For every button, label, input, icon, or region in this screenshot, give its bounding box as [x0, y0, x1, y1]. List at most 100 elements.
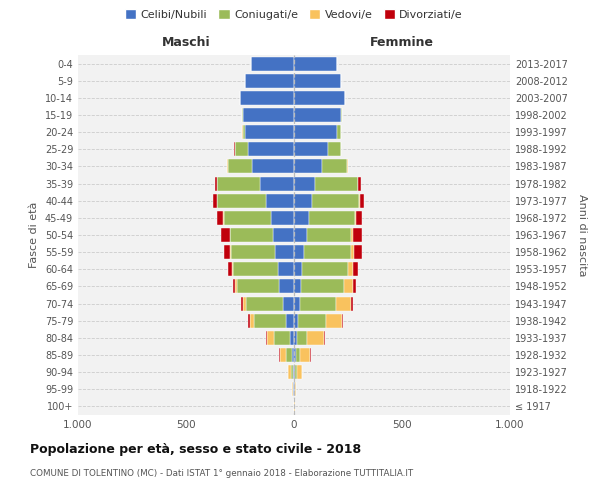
Bar [233, 280, 235, 293]
Bar [245, 125, 294, 139]
Bar [233, 262, 278, 276]
Text: Maschi: Maschi [161, 36, 211, 49]
Bar [251, 56, 294, 70]
Bar [248, 142, 294, 156]
Bar [252, 160, 294, 173]
Bar [274, 331, 290, 345]
Bar [294, 56, 337, 70]
Bar [286, 314, 294, 328]
Bar [294, 125, 337, 139]
Bar [301, 280, 344, 293]
Bar [308, 211, 355, 225]
Bar [242, 125, 245, 139]
Legend: Celibi/Nubili, Coniugati/e, Vedovi/e, Divorziati/e: Celibi/Nubili, Coniugati/e, Vedovi/e, Di… [121, 4, 467, 24]
Bar [294, 142, 328, 156]
Bar [235, 280, 237, 293]
Bar [355, 211, 356, 225]
Bar [250, 314, 254, 328]
Bar [307, 331, 324, 345]
Bar [294, 365, 295, 379]
Bar [247, 296, 283, 310]
Bar [302, 262, 348, 276]
Bar [298, 314, 326, 328]
Bar [293, 382, 294, 396]
Bar [294, 296, 300, 310]
Bar [294, 382, 295, 396]
Bar [242, 296, 247, 310]
Bar [217, 194, 266, 207]
Bar [337, 296, 351, 310]
Bar [300, 296, 337, 310]
Bar [227, 262, 232, 276]
Bar [295, 365, 297, 379]
Bar [296, 348, 300, 362]
Bar [273, 228, 294, 242]
Y-axis label: Fasce di età: Fasce di età [29, 202, 39, 268]
Bar [215, 176, 217, 190]
Bar [324, 331, 325, 345]
Text: Popolazione per età, sesso e stato civile - 2018: Popolazione per età, sesso e stato civil… [30, 442, 361, 456]
Bar [237, 280, 280, 293]
Bar [294, 194, 312, 207]
Bar [235, 142, 248, 156]
Bar [347, 160, 349, 173]
Bar [326, 314, 343, 328]
Bar [304, 245, 352, 259]
Text: COMUNE DI TOLENTINO (MC) - Dati ISTAT 1° gennaio 2018 - Elaborazione TUTTITALIA.: COMUNE DI TOLENTINO (MC) - Dati ISTAT 1°… [30, 469, 413, 478]
Bar [341, 108, 342, 122]
Bar [353, 228, 362, 242]
Bar [353, 262, 358, 276]
Bar [241, 296, 242, 310]
Bar [224, 245, 230, 259]
Bar [271, 211, 294, 225]
Bar [241, 91, 294, 105]
Bar [294, 262, 302, 276]
Bar [294, 280, 301, 293]
Bar [292, 348, 294, 362]
Bar [294, 74, 341, 88]
Bar [290, 331, 294, 345]
Bar [337, 125, 341, 139]
Bar [217, 211, 223, 225]
Bar [358, 176, 361, 190]
Bar [288, 365, 291, 379]
Bar [278, 262, 294, 276]
Bar [294, 211, 308, 225]
Bar [266, 194, 294, 207]
Bar [294, 228, 307, 242]
Bar [294, 160, 322, 173]
Bar [283, 296, 294, 310]
Bar [312, 194, 359, 207]
Bar [328, 142, 341, 156]
Bar [294, 108, 341, 122]
Bar [213, 194, 217, 207]
Bar [275, 245, 294, 259]
Bar [254, 314, 286, 328]
Bar [248, 314, 250, 328]
Bar [355, 245, 362, 259]
Bar [280, 280, 294, 293]
Bar [297, 365, 302, 379]
Bar [315, 176, 358, 190]
Bar [356, 211, 362, 225]
Bar [352, 245, 355, 259]
Bar [353, 280, 356, 293]
Bar [294, 176, 315, 190]
Bar [231, 245, 275, 259]
Bar [351, 296, 353, 310]
Bar [359, 194, 364, 207]
Y-axis label: Anni di nascita: Anni di nascita [577, 194, 587, 276]
Bar [293, 365, 294, 379]
Bar [294, 245, 304, 259]
Bar [224, 211, 271, 225]
Bar [300, 348, 310, 362]
Text: Femmine: Femmine [370, 36, 434, 49]
Bar [307, 228, 352, 242]
Bar [245, 74, 294, 88]
Bar [294, 91, 346, 105]
Bar [294, 348, 296, 362]
Bar [260, 176, 294, 190]
Bar [221, 228, 230, 242]
Bar [344, 280, 353, 293]
Bar [322, 160, 347, 173]
